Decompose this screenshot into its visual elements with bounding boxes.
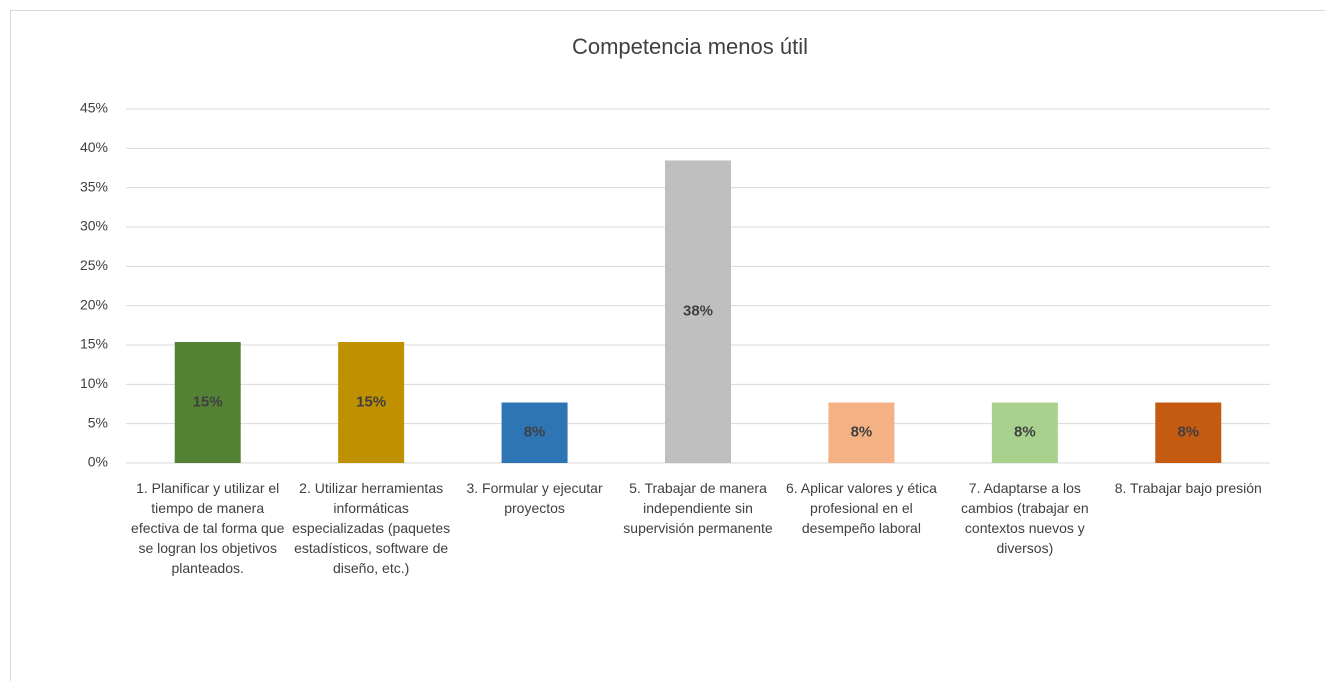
x-tick-label: 3. Formular y ejecutar proyectos [466, 480, 603, 516]
x-tick-label: 5. Trabajar de manera independiente sin … [623, 480, 773, 536]
data-label: 38% [683, 303, 713, 320]
bar [665, 160, 731, 463]
x-tick-label-box: 3. Formular y ejecutar proyectos [466, 480, 603, 516]
data-label: 8% [1014, 424, 1036, 441]
bar [1155, 402, 1222, 463]
y-tick-label: 0% [88, 454, 108, 470]
bar [174, 342, 241, 463]
y-tick-label: 5% [88, 414, 108, 430]
x-tick-label-box: 8. Trabajar bajo presión [1114, 480, 1262, 496]
bar [991, 402, 1058, 463]
data-label: 8% [524, 424, 546, 441]
y-tick-label: 15% [80, 336, 108, 352]
x-tick-label: 6. Aplicar valores y ética profesional e… [785, 480, 937, 536]
x-tick-label-box: 1. Planificar y utilizar el tiempo de ma… [131, 480, 285, 576]
data-label: 15% [193, 393, 223, 410]
y-tick-label: 30% [80, 218, 108, 234]
x-tick-label: 2. Utilizar herramientas informáticas es… [292, 480, 451, 576]
y-tick-label: 20% [80, 296, 108, 312]
x-tick-label-box: 5. Trabajar de manera independiente sin … [623, 480, 773, 536]
x-tick-label-box: 2. Utilizar herramientas informáticas es… [292, 480, 451, 576]
x-tick-label-box: 6. Aplicar valores y ética profesional e… [785, 480, 937, 536]
bar [501, 402, 568, 463]
y-tick-label: 25% [80, 257, 108, 273]
y-tick-label: 40% [80, 139, 108, 155]
y-tick-label: 45% [80, 100, 108, 116]
y-tick-label: 10% [80, 375, 108, 391]
data-label: 15% [356, 393, 386, 410]
x-tick-label: 8. Trabajar bajo presión [1114, 480, 1262, 496]
data-label: 8% [1177, 424, 1199, 441]
bar [338, 342, 405, 463]
x-tick-label-box: 7. Adaptarse a los cambios (trabajar en … [961, 480, 1089, 556]
data-label: 8% [851, 424, 873, 441]
x-tick-label: 1. Planificar y utilizar el tiempo de ma… [131, 480, 285, 576]
bar [828, 402, 895, 463]
y-tick-label: 35% [80, 178, 108, 194]
chart-title: Competencia menos útil [572, 34, 808, 59]
x-tick-label: 7. Adaptarse a los cambios (trabajar en … [961, 480, 1089, 556]
